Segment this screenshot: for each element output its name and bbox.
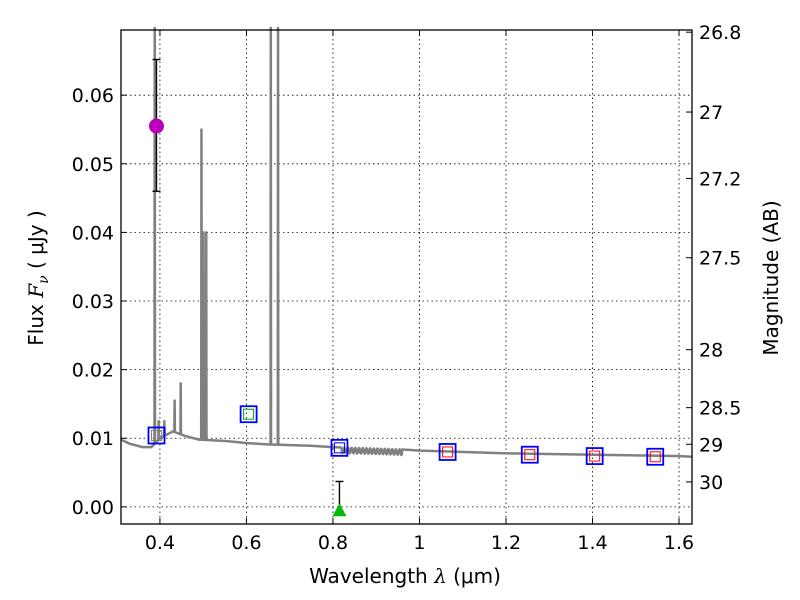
x-axis-label: Wavelength λ (μm)	[309, 564, 501, 588]
x-axis-label-prefix: Wavelength	[309, 564, 434, 588]
x-tick-label: 1.2	[491, 532, 521, 554]
mag-tick-label: 26.8	[699, 22, 741, 44]
x-tick-label: 1.6	[664, 532, 694, 554]
grid	[121, 30, 692, 524]
plot-frame	[120, 29, 693, 525]
axes-ticks: 0.4 0.6 0.8 1 1.2 1.4 1.6 0.00 0.01 0.02 0.03 0.04 0…	[72, 22, 742, 554]
x-tick-label: 1.4	[577, 532, 607, 554]
model-photometry-inner-box	[243, 408, 255, 420]
green-upper-limit-marker	[332, 503, 347, 517]
mag-tick-label: 30	[699, 472, 723, 494]
y-axis-right-label: Magnitude (AB)	[759, 200, 783, 355]
mag-tick-label: 27.2	[699, 168, 741, 190]
model-photometry-box	[147, 426, 166, 445]
model-photometry-box	[585, 447, 604, 465]
x-axis-label-units: (μm)	[447, 564, 501, 588]
x-tick-label: 0.6	[231, 532, 261, 554]
y-axis-left-label-units: ( μJy )	[24, 210, 48, 275]
x-tick-label: 0.4	[145, 532, 175, 554]
y-tick-label: 0.04	[72, 222, 114, 244]
mag-tick-label: 27.5	[699, 248, 741, 270]
model-photometry-inner-box	[649, 451, 661, 463]
y-tick-label: 0.00	[72, 497, 114, 519]
sed-model-line	[120, 26, 693, 459]
model-photometry-box	[646, 447, 665, 466]
x-tick-label: 0.8	[318, 532, 348, 554]
model-photometry-inner-box	[524, 449, 536, 461]
model-photometry-box	[438, 443, 457, 461]
model-photometry-box	[239, 405, 258, 424]
data-markers	[147, 58, 665, 517]
mag-tick-label: 29	[699, 434, 723, 456]
model-photometry-box	[330, 438, 349, 457]
magenta-detection-marker	[148, 118, 164, 134]
model-photometry-inner-box	[442, 446, 454, 458]
y-axis-left-label-symbol: F	[24, 283, 48, 299]
y-tick-label: 0.05	[72, 154, 114, 176]
mag-tick-label: 27	[699, 102, 723, 124]
sed-model	[120, 26, 693, 459]
y-tick-label: 0.01	[72, 428, 114, 450]
y-tick-label: 0.03	[72, 291, 114, 313]
model-photometry-inner-box	[150, 429, 162, 441]
y-axis-left-label-subscript: ν	[36, 275, 52, 284]
y-axis-left-label: Flux Fν ( μJy )	[24, 210, 52, 345]
x-tick-label: 1	[413, 532, 425, 554]
y-tick-label: 0.06	[72, 85, 114, 107]
y-tick-label: 0.02	[72, 360, 114, 382]
model-photometry-inner-box	[333, 442, 345, 454]
x-axis-label-symbol: λ	[433, 564, 447, 588]
model-photometry-box	[520, 445, 539, 464]
mag-tick-label: 28.5	[699, 398, 741, 420]
mag-tick-label: 28	[699, 340, 723, 362]
model-photometry-inner-box	[589, 450, 601, 462]
y-axis-left-label-prefix: Flux	[24, 298, 48, 346]
